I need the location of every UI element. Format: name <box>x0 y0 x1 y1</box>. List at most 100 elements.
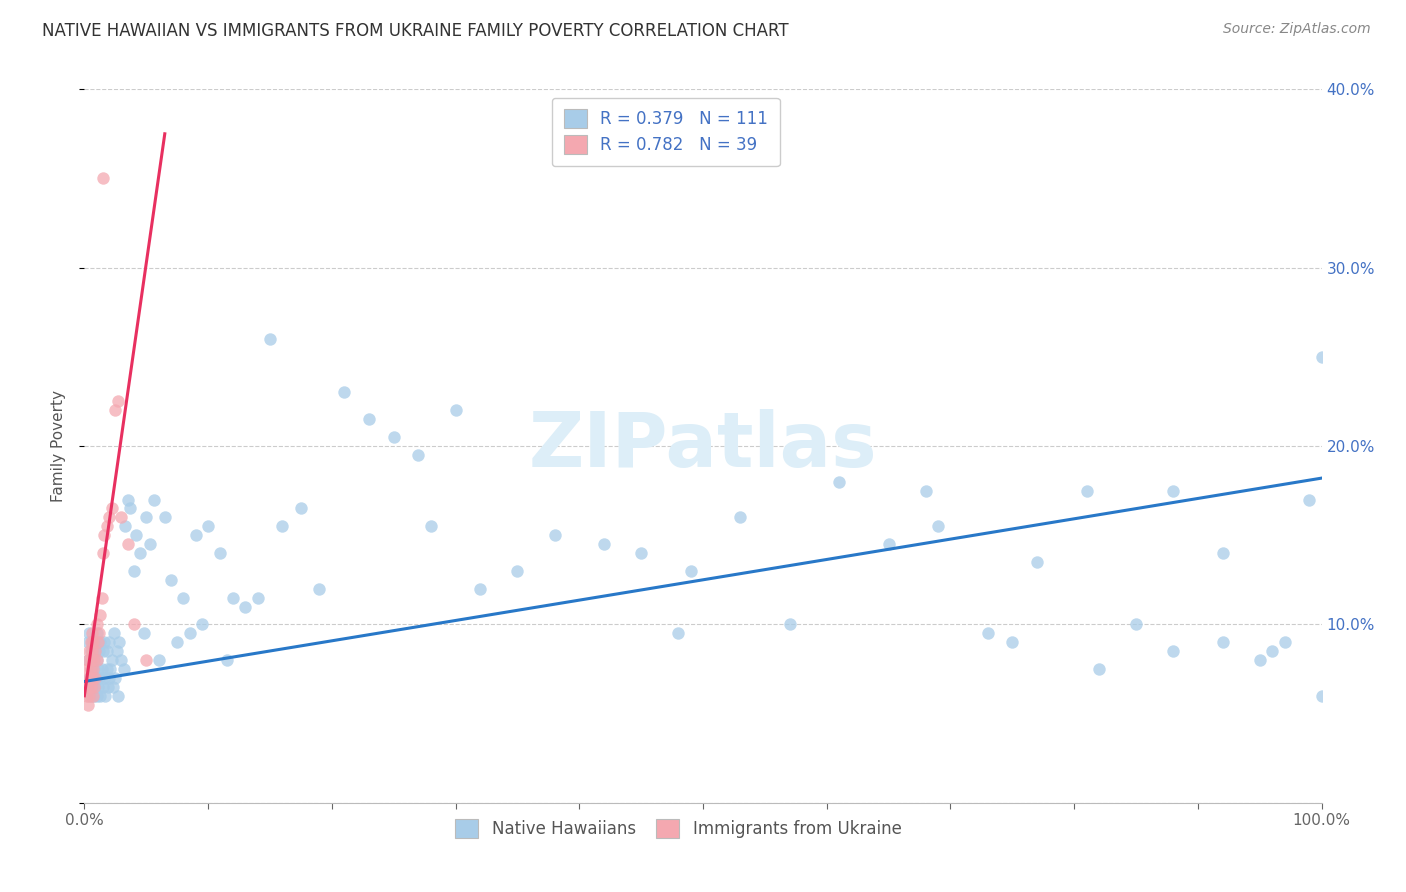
Point <box>153 510 176 524</box>
Point <box>197 519 219 533</box>
Point <box>84 644 107 658</box>
Point <box>91 171 114 186</box>
Point <box>101 680 124 694</box>
Text: NATIVE HAWAIIAN VS IMMIGRANTS FROM UKRAINE FAMILY POVERTY CORRELATION CHART: NATIVE HAWAIIAN VS IMMIGRANTS FROM UKRAI… <box>42 22 789 40</box>
Point <box>89 689 111 703</box>
Point <box>122 617 145 632</box>
Point <box>1261 644 1284 658</box>
Point <box>87 662 110 676</box>
Point <box>1212 635 1234 649</box>
Point <box>93 528 115 542</box>
Point <box>246 591 269 605</box>
Point <box>419 519 441 533</box>
Text: Source: ZipAtlas.com: Source: ZipAtlas.com <box>1223 22 1371 37</box>
Point <box>93 635 115 649</box>
Point <box>86 671 108 685</box>
Point <box>679 564 702 578</box>
Point <box>83 680 105 694</box>
Point <box>87 635 110 649</box>
Point <box>83 689 105 703</box>
Point <box>828 475 851 489</box>
Point <box>77 635 100 649</box>
Point <box>79 635 101 649</box>
Point <box>117 492 139 507</box>
Point <box>100 653 122 667</box>
Point <box>79 689 101 703</box>
Point <box>1212 546 1234 560</box>
Point <box>80 680 103 694</box>
Point <box>1088 662 1111 676</box>
Point <box>1026 555 1049 569</box>
Point <box>83 662 105 676</box>
Point <box>666 626 689 640</box>
Point <box>1310 689 1333 703</box>
Point <box>77 680 100 694</box>
Point <box>184 528 207 542</box>
Point <box>91 546 114 560</box>
Point <box>110 510 132 524</box>
Point <box>107 394 129 409</box>
Point <box>79 626 101 640</box>
Point <box>83 635 105 649</box>
Point <box>148 653 170 667</box>
Point <box>103 626 125 640</box>
Point <box>166 635 188 649</box>
Point <box>117 537 139 551</box>
Point <box>83 653 105 667</box>
Point <box>82 689 104 703</box>
Point <box>139 537 162 551</box>
Point <box>1161 483 1184 498</box>
Point <box>98 662 121 676</box>
Point <box>779 617 801 632</box>
Point <box>77 653 100 667</box>
Point <box>222 591 245 605</box>
Point <box>132 626 155 640</box>
Point <box>135 653 157 667</box>
Point <box>96 644 118 658</box>
Point <box>104 671 127 685</box>
Point <box>86 626 108 640</box>
Point <box>1298 492 1320 507</box>
Point <box>100 501 122 516</box>
Point <box>927 519 949 533</box>
Point <box>172 591 194 605</box>
Point <box>308 582 330 596</box>
Point <box>90 591 112 605</box>
Point <box>96 662 118 676</box>
Point <box>77 653 100 667</box>
Text: ZIPatlas: ZIPatlas <box>529 409 877 483</box>
Point <box>86 689 108 703</box>
Point <box>91 644 114 658</box>
Legend: Native Hawaiians, Immigrants from Ukraine: Native Hawaiians, Immigrants from Ukrain… <box>449 812 908 845</box>
Point <box>79 653 101 667</box>
Point <box>408 448 430 462</box>
Point <box>89 644 111 658</box>
Point <box>114 519 136 533</box>
Point <box>271 519 294 533</box>
Point <box>79 644 101 658</box>
Point <box>1161 644 1184 658</box>
Point <box>86 653 108 667</box>
Point <box>160 573 183 587</box>
Point <box>120 501 142 516</box>
Point <box>89 608 111 623</box>
Point <box>233 599 256 614</box>
Point <box>82 653 104 667</box>
Point <box>728 510 751 524</box>
Point <box>79 680 101 694</box>
Point <box>110 653 132 667</box>
Point <box>122 564 145 578</box>
Point <box>86 617 108 632</box>
Point <box>79 671 101 685</box>
Point <box>107 689 129 703</box>
Point <box>76 689 98 703</box>
Point <box>259 332 281 346</box>
Point <box>1249 653 1271 667</box>
Point <box>976 626 998 640</box>
Point <box>191 617 214 632</box>
Point <box>80 671 103 685</box>
Point <box>98 671 121 685</box>
Point <box>104 403 127 417</box>
Point <box>105 644 128 658</box>
Point <box>215 653 238 667</box>
